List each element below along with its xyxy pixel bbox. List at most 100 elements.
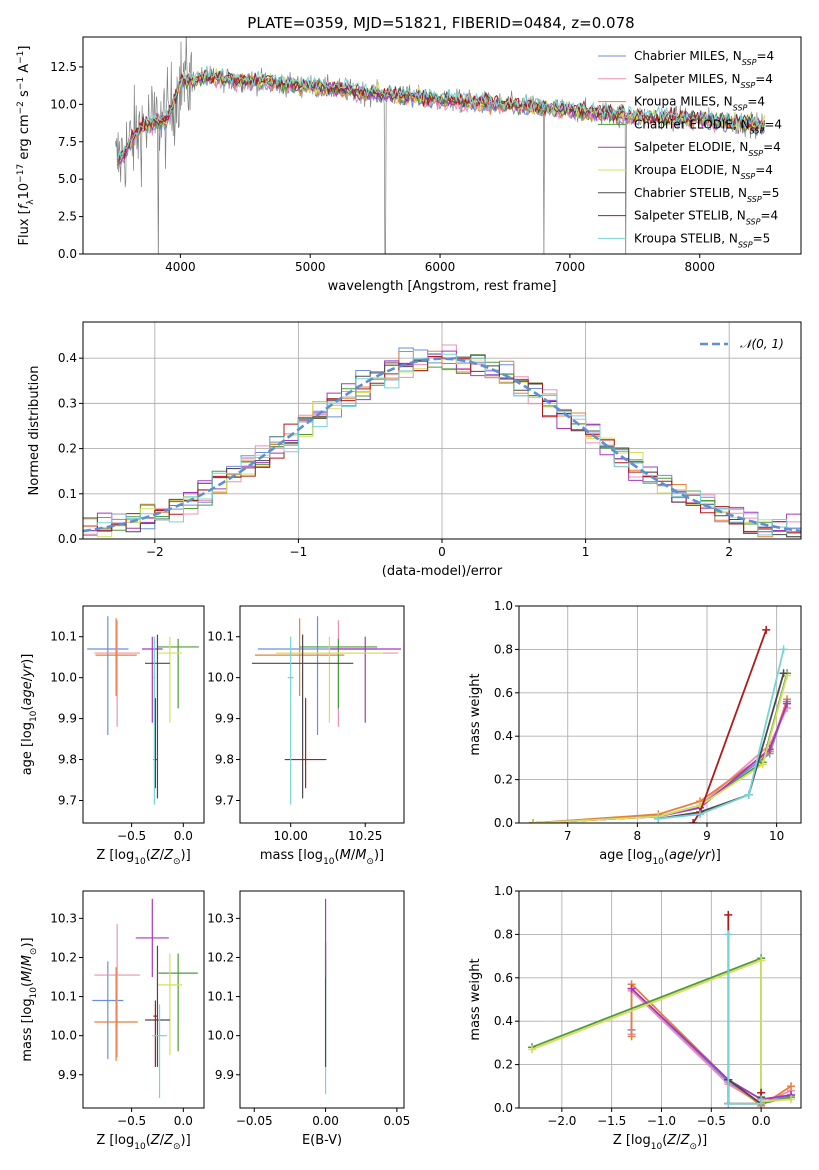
- x-tick-label: 10.00: [274, 829, 308, 843]
- x-axis-label: wavelength [Angstrom, rest frame]: [328, 279, 557, 294]
- x-tick-label: 0.05: [384, 1114, 411, 1128]
- y-tick-label: 0.4: [494, 729, 513, 743]
- error-bar-point: [153, 636, 156, 805]
- panel-age_vs_mass: 10.00 10.25 9.7 9.8 9.9 10.0 10.1 mass [log10(M…: [207, 605, 405, 867]
- x-tick-label: −0.5: [697, 1114, 726, 1128]
- legend-label: Kroupa ELODIE, NSSP=4: [634, 163, 773, 181]
- y-tick-label: 10.1: [207, 990, 234, 1004]
- y-tick-label: 10.2: [50, 950, 77, 964]
- panel-residuals: −2 −1 0 1 2 0.0 0.1 0.2 0.3 0.4 (data-model)/error…: [27, 321, 802, 579]
- plus-marker: [724, 910, 733, 919]
- x-tick-label: 0: [438, 545, 446, 559]
- error-bar-point: [135, 898, 169, 978]
- plus-marker: [627, 1032, 636, 1041]
- axes-frame: [518, 890, 802, 1109]
- legend-label: Kroupa MILES, NSSP=4: [634, 95, 765, 113]
- error-bar-point: [95, 618, 137, 697]
- x-tick-label: 0.0: [174, 1114, 193, 1128]
- error-bar-point: [141, 636, 163, 723]
- model-spectrum-line: [118, 68, 766, 161]
- panel-age_vs_Z: −0.5 0.0 9.7 9.8 9.9 10.0 10.1 Z [log10(Z/Z⊙)] a…: [20, 605, 205, 867]
- legend-label: Kroupa STELIB, NSSP=5: [634, 231, 770, 249]
- y-axis-label: mass [log10(M/M⊙)]: [20, 937, 39, 1061]
- axes-frame: [82, 890, 205, 1109]
- x-axis-label: Z [log10(Z/Z⊙)]: [613, 1133, 707, 1152]
- error-bar-point: [287, 636, 294, 805]
- y-tick-label: 0.2: [58, 442, 77, 456]
- y-tick-label: 0.0: [58, 247, 77, 261]
- error-bar-point: [94, 620, 140, 727]
- mass-weight-line: [658, 673, 785, 820]
- y-tick-label: 9.9: [58, 1068, 77, 1082]
- y-tick-label: 9.9: [58, 712, 77, 726]
- x-tick-label: −0.5: [117, 1114, 146, 1128]
- error-bar-point: [284, 698, 327, 789]
- error-bar-point: [299, 638, 378, 709]
- x-axis-label: Z [log10(Z/Z⊙)]: [96, 1133, 190, 1152]
- y-tick-label: 10.0: [50, 1029, 77, 1043]
- x-axis-label: mass [log10(M/M⊙)]: [260, 848, 384, 867]
- y-tick-label: 9.8: [215, 753, 234, 767]
- y-tick-label: 10.1: [207, 630, 234, 644]
- plus-marker: [744, 790, 753, 799]
- gaussian-curve: [83, 357, 801, 533]
- y-tick-label: 10.1: [50, 990, 77, 1004]
- residual-legend: 𝒩(0, 1): [700, 337, 784, 351]
- legend-label: Chabrier MILES, NSSP=4: [634, 49, 774, 67]
- error-bar-point: [153, 1000, 158, 1067]
- y-tick-label: 9.7: [215, 793, 234, 807]
- x-tick-label: 0.00: [312, 1114, 339, 1128]
- y-tick-label: 1.0: [494, 599, 513, 613]
- legend-label: Salpeter STELIB, NSSP=4: [634, 209, 778, 227]
- y-tick-label: 0.6: [494, 971, 513, 985]
- error-bar-point: [158, 953, 198, 1052]
- panels: 4000 5000 6000 7000 80000.02.55.07.510.012.5…: [16, 36, 802, 1152]
- x-tick-label: 2: [725, 545, 733, 559]
- plot-area: [87, 616, 199, 805]
- plus-marker: [654, 814, 663, 823]
- residual-histogram: [83, 353, 801, 536]
- error-bar-point: [157, 638, 199, 709]
- x-tick-label: 0.0: [752, 1114, 771, 1128]
- plus-marker: [724, 930, 733, 939]
- error-bar-point: [329, 636, 402, 723]
- y-tick-label: 0.8: [494, 927, 513, 941]
- x-tick-label: 8000: [684, 260, 715, 274]
- y-tick-label: 9.9: [215, 712, 234, 726]
- y-axis-label: mass weight: [468, 673, 483, 755]
- residual-histogram: [83, 354, 801, 538]
- y-axis-label: age [log10(age/yr)]: [20, 654, 39, 776]
- plus-marker: [696, 810, 705, 819]
- plus-marker: [787, 1095, 796, 1104]
- axes-frame: [82, 605, 205, 824]
- x-tick-label: −0.5: [117, 829, 146, 843]
- legend-label: Salpeter MILES, NSSP=4: [634, 72, 773, 90]
- plus-marker: [689, 819, 698, 823]
- legend-label: Salpeter ELODIE, NSSP=4: [634, 140, 781, 158]
- y-tick-label: 10.1: [50, 630, 77, 644]
- x-tick-label: −1: [290, 545, 308, 559]
- x-tick-label: −1.0: [647, 1114, 676, 1128]
- error-bar-point: [157, 953, 183, 1056]
- spectrum-title: PLATE=0359, MJD=51821, FIBERID=0484, z=0…: [247, 14, 634, 32]
- mass-weight-line: [658, 649, 785, 820]
- plus-marker: [724, 1099, 733, 1108]
- plus-marker: [757, 1095, 766, 1104]
- plus-marker: [757, 956, 766, 965]
- y-tick-label: 0.2: [494, 1058, 513, 1072]
- error-bar-point: [251, 634, 354, 799]
- y-tick-label: 0.0: [58, 532, 77, 546]
- y-axis-label: Flux [fλ10−17 erg cm−2 s−1 A−1]: [16, 46, 36, 246]
- x-tick-label: 4000: [165, 260, 196, 274]
- y-tick-label: 9.7: [58, 793, 77, 807]
- x-tick-label: 9: [703, 829, 711, 843]
- plot-area: [115, 37, 766, 254]
- plot-area: [251, 616, 402, 805]
- y-tick-label: 0.4: [58, 351, 77, 365]
- error-bar-point: [157, 636, 183, 723]
- y-tick-label: 0.1: [58, 487, 77, 501]
- panel-mass_vs_ebv: −0.05 0.00 0.05 9.9 10.0 10.1 10.2 10.3 E(B-V): [207, 890, 411, 1148]
- y-tick-label: 0.4: [494, 1014, 513, 1028]
- x-tick-label: 10.25: [348, 829, 382, 843]
- plus-marker: [779, 645, 788, 654]
